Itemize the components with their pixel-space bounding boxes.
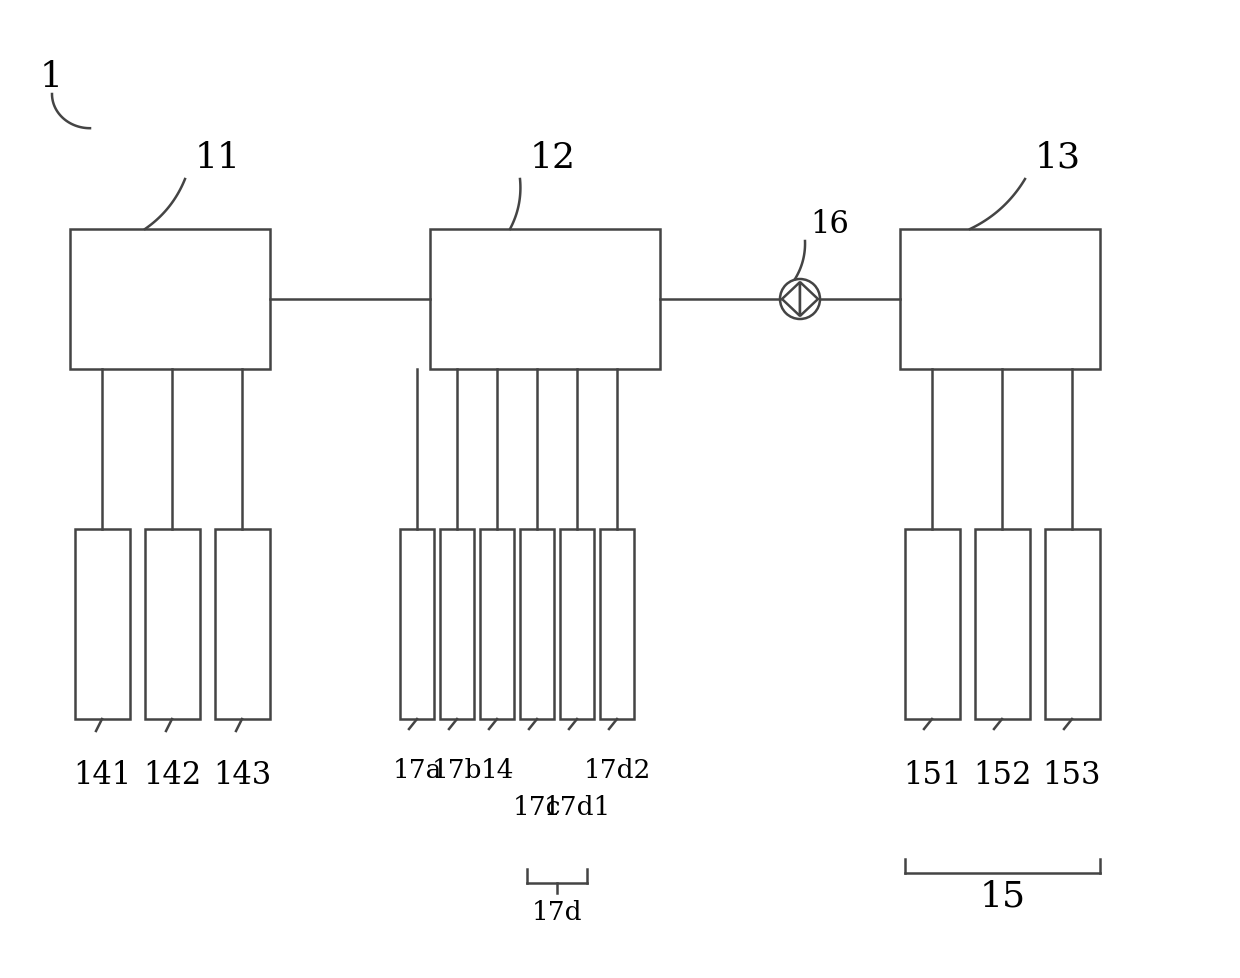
Bar	[145, 529, 200, 719]
Bar	[401, 529, 434, 719]
Text: 141: 141	[73, 759, 131, 790]
Bar	[69, 230, 270, 370]
Bar	[975, 529, 1030, 719]
Text: 142: 142	[143, 759, 201, 790]
Text: 14: 14	[480, 757, 513, 782]
Polygon shape	[800, 283, 818, 317]
Bar	[215, 529, 270, 719]
Text: 153: 153	[1043, 759, 1101, 790]
Bar	[900, 230, 1100, 370]
Bar	[905, 529, 960, 719]
Text: 12: 12	[529, 141, 577, 175]
Text: 17a: 17a	[392, 757, 441, 782]
Text: 17d2: 17d2	[583, 757, 651, 782]
Bar	[1045, 529, 1100, 719]
Bar	[440, 529, 474, 719]
Text: 11: 11	[195, 141, 241, 175]
Text: 152: 152	[972, 759, 1032, 790]
Text: 15: 15	[980, 879, 1025, 913]
Text: 17c: 17c	[513, 794, 562, 820]
Bar	[480, 529, 515, 719]
Text: 17b: 17b	[432, 757, 482, 782]
Text: 16: 16	[810, 208, 849, 240]
Text: 17d: 17d	[532, 899, 583, 924]
Text: 17d1: 17d1	[543, 794, 610, 820]
Bar	[560, 529, 594, 719]
Polygon shape	[782, 283, 800, 317]
Text: 1: 1	[40, 60, 63, 94]
Bar	[430, 230, 660, 370]
Bar	[600, 529, 634, 719]
Bar	[520, 529, 554, 719]
Text: 151: 151	[903, 759, 961, 790]
Text: 13: 13	[1035, 141, 1081, 175]
Bar	[74, 529, 130, 719]
Text: 143: 143	[213, 759, 272, 790]
